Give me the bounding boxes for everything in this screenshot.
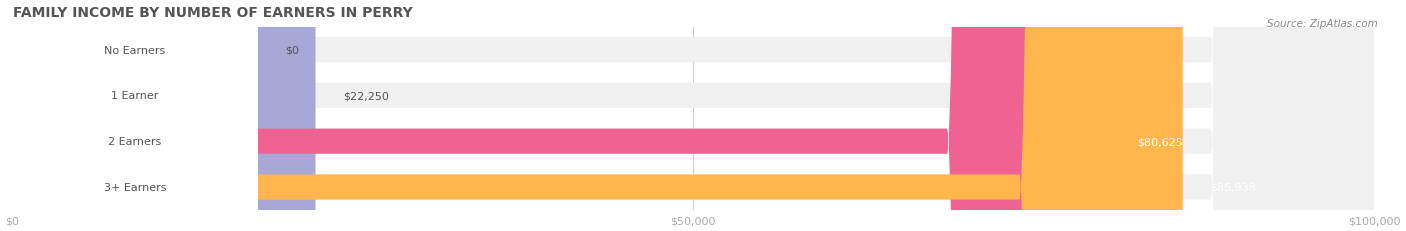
Text: $80,625: $80,625 xyxy=(1137,137,1184,146)
Text: 3+ Earners: 3+ Earners xyxy=(104,182,166,192)
Text: 2 Earners: 2 Earners xyxy=(108,137,162,146)
FancyBboxPatch shape xyxy=(13,0,1111,231)
FancyBboxPatch shape xyxy=(13,0,1374,231)
Text: $85,938: $85,938 xyxy=(1211,182,1256,192)
FancyBboxPatch shape xyxy=(13,0,1374,231)
Text: 1 Earner: 1 Earner xyxy=(111,91,159,101)
Text: $22,250: $22,250 xyxy=(343,91,388,101)
FancyBboxPatch shape xyxy=(13,0,1374,231)
FancyBboxPatch shape xyxy=(13,0,257,231)
FancyBboxPatch shape xyxy=(13,0,315,231)
FancyBboxPatch shape xyxy=(13,0,257,231)
Text: Source: ZipAtlas.com: Source: ZipAtlas.com xyxy=(1267,18,1378,28)
FancyBboxPatch shape xyxy=(13,0,1374,231)
FancyBboxPatch shape xyxy=(13,0,1182,231)
Text: FAMILY INCOME BY NUMBER OF EARNERS IN PERRY: FAMILY INCOME BY NUMBER OF EARNERS IN PE… xyxy=(13,6,412,19)
Text: $0: $0 xyxy=(285,45,299,55)
FancyBboxPatch shape xyxy=(13,0,257,231)
FancyBboxPatch shape xyxy=(13,0,257,231)
Text: No Earners: No Earners xyxy=(104,45,166,55)
